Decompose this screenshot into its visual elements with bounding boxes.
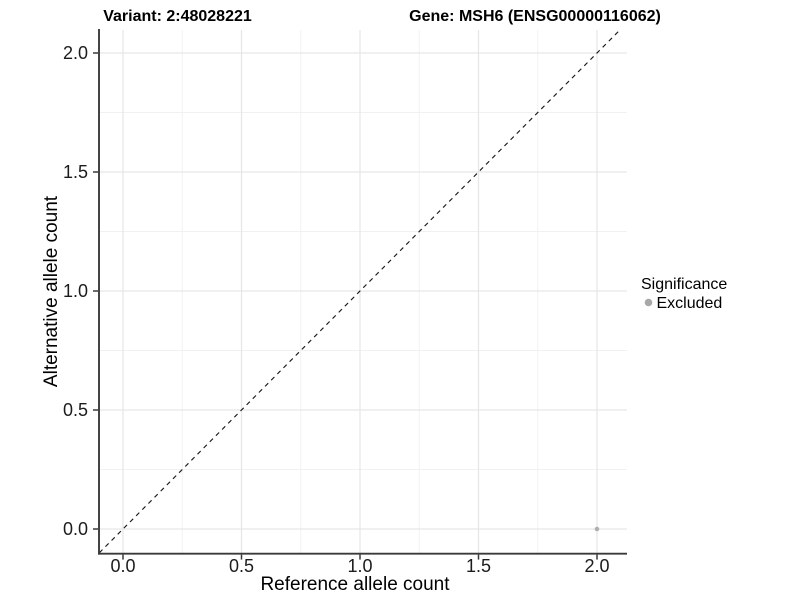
plot-title-gene: Gene: MSH6 (ENSG00000116062) [409,8,661,25]
y-axis-title: Alternative allele count [41,195,62,387]
y-tick-label: 2.0 [63,43,88,63]
y-tick-labels: 0.0 0.5 1.0 1.5 2.0 [63,43,88,539]
gridlines-major [99,30,627,553]
data-point [594,526,600,532]
identity-reference-line [98,28,622,554]
y-tick-label: 0.5 [63,400,88,420]
x-tick-label: 0.5 [229,556,254,576]
x-tick-label: 0.0 [110,556,135,576]
y-tick-label: 1.5 [63,162,88,182]
x-axis-title: Reference allele count [260,574,450,595]
tick-marks [93,52,598,560]
x-tick-labels: 0.0 0.5 1.0 1.5 2.0 [110,556,609,576]
legend: Significance Excluded [641,276,727,312]
legend-item-excluded: Excluded [657,295,723,312]
y-tick-label: 0.0 [63,519,88,539]
axis-lines [98,29,627,555]
y-tick-label: 1.0 [63,281,88,301]
plot-title-variant: Variant: 2:48028221 [103,8,252,25]
x-tick-label: 1.5 [466,556,491,576]
legend-title: Significance [641,276,727,293]
legend-key-dot-icon [644,298,653,307]
x-tick-label: 2.0 [584,556,609,576]
x-tick-label: 1.0 [347,556,372,576]
